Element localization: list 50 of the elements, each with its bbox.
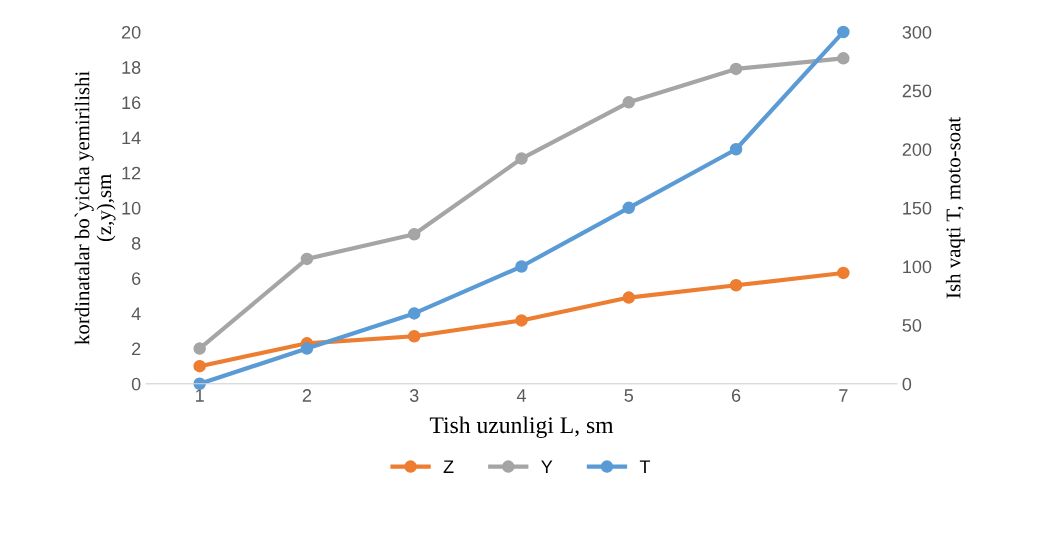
x-axis-title: Tish uzunligi L, sm xyxy=(429,416,614,439)
y-tick-label: 8 xyxy=(131,236,141,250)
y-tick-label: 10 xyxy=(122,201,141,215)
y-axis-title: kordinatalar bo`yicha yemirilishi (z,y),sm xyxy=(74,71,116,345)
x-tick-label: 7 xyxy=(839,389,848,402)
point xyxy=(300,342,314,355)
y-tick-label: 4 xyxy=(131,307,141,320)
point xyxy=(729,62,743,76)
y-tick-label: 14 xyxy=(122,131,141,145)
y2-tick-label: 100 xyxy=(903,260,932,274)
legend-label: Z xyxy=(443,460,454,473)
x-tick-label: 1 xyxy=(196,389,204,402)
y-tick-label: 6 xyxy=(132,272,141,285)
point xyxy=(622,96,636,109)
point xyxy=(622,291,636,304)
point xyxy=(515,314,528,327)
legend-label: T xyxy=(639,460,651,473)
legend-label: Y xyxy=(541,460,553,473)
y2-tick-label: 200 xyxy=(902,143,932,156)
y2-tick-label: 0 xyxy=(902,377,912,391)
y-tick-label: 20 xyxy=(121,25,141,39)
y2-tick-label: 150 xyxy=(903,201,932,215)
point xyxy=(622,201,636,215)
point xyxy=(193,359,206,373)
point xyxy=(837,52,850,65)
point xyxy=(837,266,850,280)
point xyxy=(407,307,421,320)
point xyxy=(729,142,743,156)
y-tick-label: 16 xyxy=(122,96,141,110)
y-tick-label: 12 xyxy=(122,166,141,180)
point xyxy=(837,25,850,39)
y-tick-label: 0 xyxy=(131,377,141,391)
y-tick-label: 2 xyxy=(132,342,141,356)
point xyxy=(193,342,206,355)
x-tick-label: 5 xyxy=(624,389,634,402)
y2-axis-title: Ish vaqti T, moto-soat xyxy=(945,116,965,299)
x-tick-label: 6 xyxy=(731,389,741,402)
y2-tick-label: 300 xyxy=(902,25,932,39)
point xyxy=(515,260,528,273)
point xyxy=(407,228,421,241)
point xyxy=(407,330,421,343)
x-tick-label: 2 xyxy=(302,389,312,402)
y2-tick-label: 50 xyxy=(902,319,922,332)
x-tick-label: 3 xyxy=(409,389,419,402)
point xyxy=(515,152,528,165)
point xyxy=(729,279,743,292)
y2-tick-label: 250 xyxy=(902,84,932,98)
x-tick-label: 4 xyxy=(516,389,526,402)
point xyxy=(300,252,314,266)
y-tick-label: 18 xyxy=(122,61,141,74)
